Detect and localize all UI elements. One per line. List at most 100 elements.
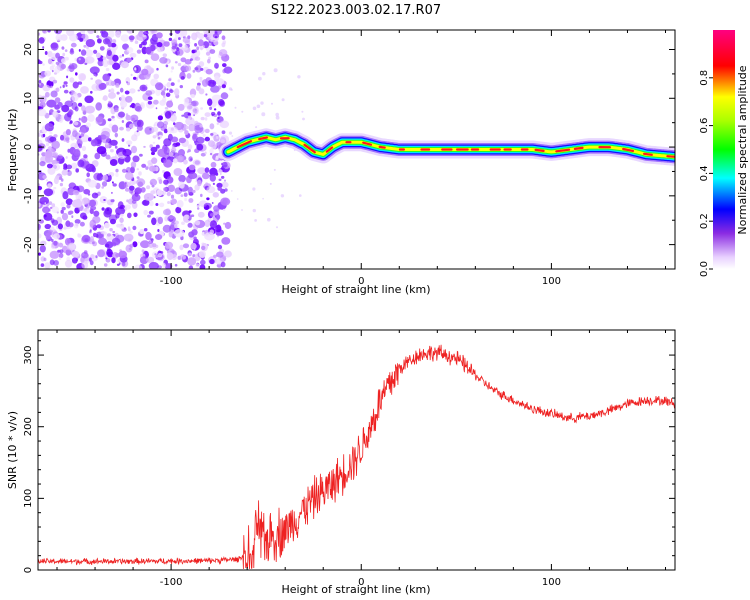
noise-speckle [220,139,226,144]
noise-speckle [53,240,58,246]
noise-speckle [73,121,79,126]
noise-speckle [197,33,205,40]
noise-speckle [184,59,192,65]
noise-speckle [205,182,209,187]
noise-speckle [153,99,159,105]
noise-speckle [77,81,83,85]
spectrogram-frame [37,29,676,270]
noise-speckle [107,173,110,176]
noise-speckle [39,161,46,167]
noise-speckle [177,79,181,83]
noise-speckle [167,126,175,134]
noise-speckle [80,212,87,219]
noise-speckle [103,199,106,201]
noise-speckle [223,198,229,204]
noise-speckle [148,165,157,172]
noise-speckle [63,89,69,94]
noise-speckle [108,89,111,93]
noise-speckle [65,129,71,136]
noise-speckle [124,90,130,95]
noise-speckle [299,194,302,197]
noise-speckle [58,257,62,260]
noise-speckle [230,88,233,91]
noise-speckle [178,174,186,183]
noise-speckle [191,100,199,107]
noise-speckle [50,226,55,231]
noise-speckle [129,185,135,191]
noise-speckle [106,81,109,86]
noise-speckle [200,259,206,266]
noise-speckle [49,250,60,259]
noise-speckle [170,114,177,122]
noise-speckle [222,208,226,211]
noise-speckle [78,49,81,52]
noise-speckle [78,143,82,149]
noise-speckle [93,232,97,238]
noise-speckle [198,61,205,67]
noise-speckle [187,144,193,150]
spectrogram-y-tick-label: 0 [23,144,34,150]
noise-speckle [209,174,216,182]
noise-speckle [169,89,174,94]
noise-speckle [119,126,124,131]
noise-speckle [67,169,70,172]
noise-speckle [44,91,50,98]
noise-speckle [44,202,47,205]
noise-speckle [77,233,80,237]
noise-speckle [180,76,185,80]
noise-speckle [201,79,209,87]
noise-speckle [200,47,203,51]
noise-speckle [197,39,204,47]
noise-speckle [95,255,98,259]
noise-speckle [51,219,59,226]
noise-speckle [177,49,184,56]
noise-speckle [114,145,118,149]
noise-speckle [72,149,81,158]
noise-speckle [155,107,158,110]
noise-speckle [83,44,87,48]
noise-speckle [54,104,60,110]
noise-speckle [38,223,41,231]
snr-y-tick-label: 300 [23,346,34,365]
noise-speckle [162,224,172,233]
noise-speckle [177,103,185,111]
noise-speckle [192,189,196,193]
noise-speckle [55,52,60,59]
noise-speckle [181,221,185,225]
noise-speckle [136,49,142,54]
noise-speckle [156,189,163,197]
noise-speckle [191,229,198,236]
noise-speckle [187,112,191,116]
noise-speckle [176,200,184,208]
noise-speckle [61,190,64,193]
noise-speckle [118,250,127,259]
noise-speckle [45,142,50,147]
noise-speckle [72,130,78,138]
noise-speckle [131,117,135,122]
noise-speckle [151,151,155,156]
noise-speckle [147,196,149,199]
noise-speckle [145,254,149,257]
noise-speckle [64,100,74,108]
noise-speckle [87,114,95,122]
colorbar-tick-label: 0.4 [699,165,710,181]
noise-speckle [101,181,108,187]
noise-speckle [140,41,146,46]
noise-speckle [80,126,86,135]
noise-speckle [118,262,121,265]
noise-speckle [178,137,186,144]
noise-speckle [200,116,205,121]
noise-speckle [78,58,81,61]
noise-speckle [219,172,222,175]
noise-speckle [65,137,70,141]
snr-ticks: -100 0 100 0 100 200 300 [23,330,675,588]
noise-speckle [130,161,137,169]
noise-speckle [206,197,210,201]
noise-speckle [220,92,229,100]
noise-speckle [115,253,121,258]
noise-speckle [164,84,167,87]
noise-speckle [164,241,174,249]
noise-speckle [65,156,68,159]
snr-y-tick-label: 100 [23,489,34,508]
noise-speckle [66,203,71,209]
